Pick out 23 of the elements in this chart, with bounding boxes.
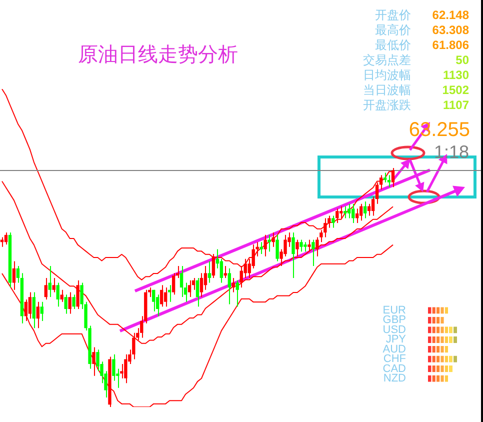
text: 交易点差 [363,53,411,67]
y-tick-label: GBP [382,314,406,326]
text: 63.308 [432,23,469,37]
chart-title: 原油日线走势分析 [78,42,238,66]
text: 1130 [442,68,469,82]
text: 1502 [442,83,469,97]
annotation: 当日波幅 [363,83,411,97]
y-tick-label: CAD [382,362,406,375]
text: 62.148 [432,8,469,22]
text: 50 [456,53,469,67]
y-tick-label: EUR [382,304,406,316]
annotation: 开盘涨跌 [363,98,411,112]
text: 最低价 [375,38,411,52]
text: 开盘价 [375,8,411,22]
y-tick-label: USD [382,324,406,336]
text: 日均波幅 [363,68,411,82]
text: 1107 [442,98,469,112]
y-tick-label: AUD [382,343,406,356]
text: 最高价 [375,23,411,37]
y-tick-label: NZD [383,372,406,385]
y-tick-label: JPY [386,334,407,346]
text: 61.806 [432,38,469,52]
y-tick-label: CHF [383,353,406,366]
